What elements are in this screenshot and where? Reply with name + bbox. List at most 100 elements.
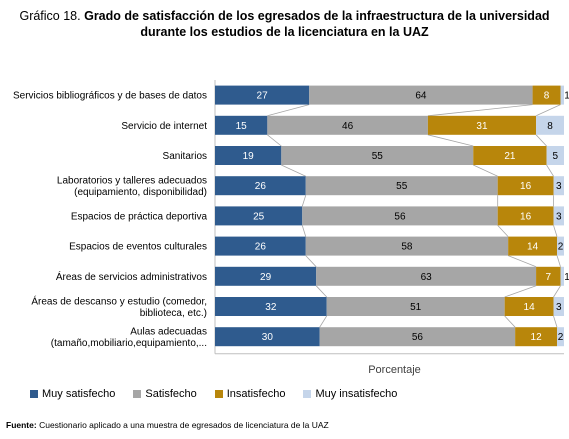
data-label: 3 (556, 211, 562, 222)
series-connector-line (267, 134, 282, 147)
bar-segment (504, 297, 554, 316)
stacked-bar-chart: Servicios bibliográficos y de bases de d… (13, 80, 569, 376)
bar-segment (215, 297, 327, 316)
data-label: 63 (421, 272, 433, 283)
data-label: 46 (342, 121, 354, 132)
bar-segment (215, 266, 317, 286)
source-note: Fuente: Cuestionario aplicado a una mues… (6, 420, 329, 430)
data-label: 16 (520, 211, 532, 222)
data-label: 14 (527, 242, 539, 253)
series-connector-line (315, 285, 327, 298)
data-label: 64 (415, 91, 427, 102)
data-label: 7 (546, 272, 552, 283)
series-connector-line (504, 285, 537, 298)
x-axis-title: Porcentaje (368, 364, 421, 376)
legend-item: Satisfecho (133, 388, 197, 400)
bar-segment (316, 266, 537, 286)
data-label: 26 (255, 242, 267, 253)
bar-segment (302, 206, 498, 226)
chart-legend: Muy satisfecho Satisfecho Insatisfecho Muy … (30, 388, 397, 400)
data-label: 19 (243, 151, 255, 162)
data-label: 55 (396, 181, 408, 192)
data-label: 30 (262, 332, 274, 343)
bar-segment (215, 176, 306, 196)
data-label: 8 (547, 121, 553, 132)
data-label: 2 (558, 242, 564, 253)
legend-label: Muy satisfecho (42, 388, 116, 400)
bar-segment (532, 85, 561, 105)
bar-segment (473, 146, 547, 165)
bar-segment (215, 327, 320, 347)
series-connector-line (556, 255, 561, 267)
category-label: Laboratorios y talleres adecuados (equipa… (57, 175, 207, 198)
category-label: Servicios bibliográficos y de bases de d… (13, 91, 207, 102)
series-connector-line (508, 255, 537, 268)
chart-title-text: Grado de satisfacción de los egresados d… (84, 9, 550, 39)
bar-segment (215, 146, 282, 165)
legend-label: Insatisfecho (226, 388, 286, 400)
bar-segment (536, 266, 561, 286)
bar-segment (319, 327, 516, 347)
category-label: Áreas de descanso y estudio (comedor, bib… (31, 294, 207, 319)
bar-segment (515, 327, 558, 347)
data-label: 8 (544, 91, 550, 102)
data-label: 27 (257, 91, 269, 102)
bar-segment (267, 115, 428, 135)
data-label: 58 (401, 242, 413, 253)
bar-segment (553, 206, 564, 226)
legend-swatch (133, 390, 142, 398)
bar-segment (305, 236, 509, 256)
legend-swatch (214, 390, 223, 398)
bar-segment (215, 206, 303, 226)
data-label: 1 (564, 272, 569, 283)
bar-segment (427, 115, 537, 135)
series-connector-line (267, 104, 310, 117)
category-label: Sanitarios (163, 151, 207, 162)
source-text: Cuestionario aplicado a una muestra de e… (39, 420, 329, 430)
category-label: Aulas adecuadas (tamaño,mobiliario,equipa… (51, 326, 207, 349)
bar-segment (305, 176, 498, 196)
data-label: 31 (476, 121, 488, 132)
legend-label: Satisfecho (145, 388, 197, 400)
data-label: 3 (556, 181, 562, 192)
series-connector-line (319, 315, 328, 328)
bar-segment (497, 206, 554, 226)
chart-title: Gráfico 18. Grado de satisfacción de los… (0, 8, 569, 40)
bar-segment (553, 176, 564, 196)
bar-segment (326, 297, 505, 316)
series-connector-line (535, 104, 561, 117)
category-label: Espacios de práctica deportiva (71, 211, 208, 222)
legend-swatch (30, 390, 38, 398)
data-label: 26 (255, 181, 267, 192)
chart-title-lead: Gráfico 18. (19, 9, 81, 23)
series-connector-line (504, 315, 516, 328)
bar-segment (560, 266, 564, 286)
bar-segment (215, 236, 306, 256)
data-label: 15 (236, 121, 248, 132)
bar-segment (546, 146, 564, 165)
source-label: Fuente: (6, 420, 37, 430)
legend-item: Muy satisfecho (30, 388, 115, 400)
series-connector-line (497, 225, 509, 237)
data-label: 14 (524, 302, 536, 313)
bar-segment (560, 85, 564, 105)
legend-swatch (303, 390, 312, 398)
legend-item: Muy insatisfecho (303, 388, 397, 400)
series-connector-line (553, 285, 561, 298)
bar-segment (553, 297, 564, 316)
data-label: 56 (394, 211, 406, 222)
category-label: Espacios de eventos culturales (69, 242, 207, 253)
data-label: 1 (564, 91, 569, 102)
bar-segment (497, 176, 554, 196)
series-connector-line (535, 134, 547, 147)
data-label: 29 (260, 272, 272, 283)
bar-segment (536, 115, 564, 135)
series-connector-line (301, 195, 307, 207)
data-label: 2 (558, 332, 564, 343)
data-label: 51 (410, 302, 422, 313)
bar-segment (557, 236, 564, 256)
series-connector-line (281, 164, 306, 177)
legend-label: Muy insatisfecho (315, 388, 398, 400)
bar-segment (281, 146, 474, 165)
category-label: Servicio de internet (121, 121, 207, 132)
